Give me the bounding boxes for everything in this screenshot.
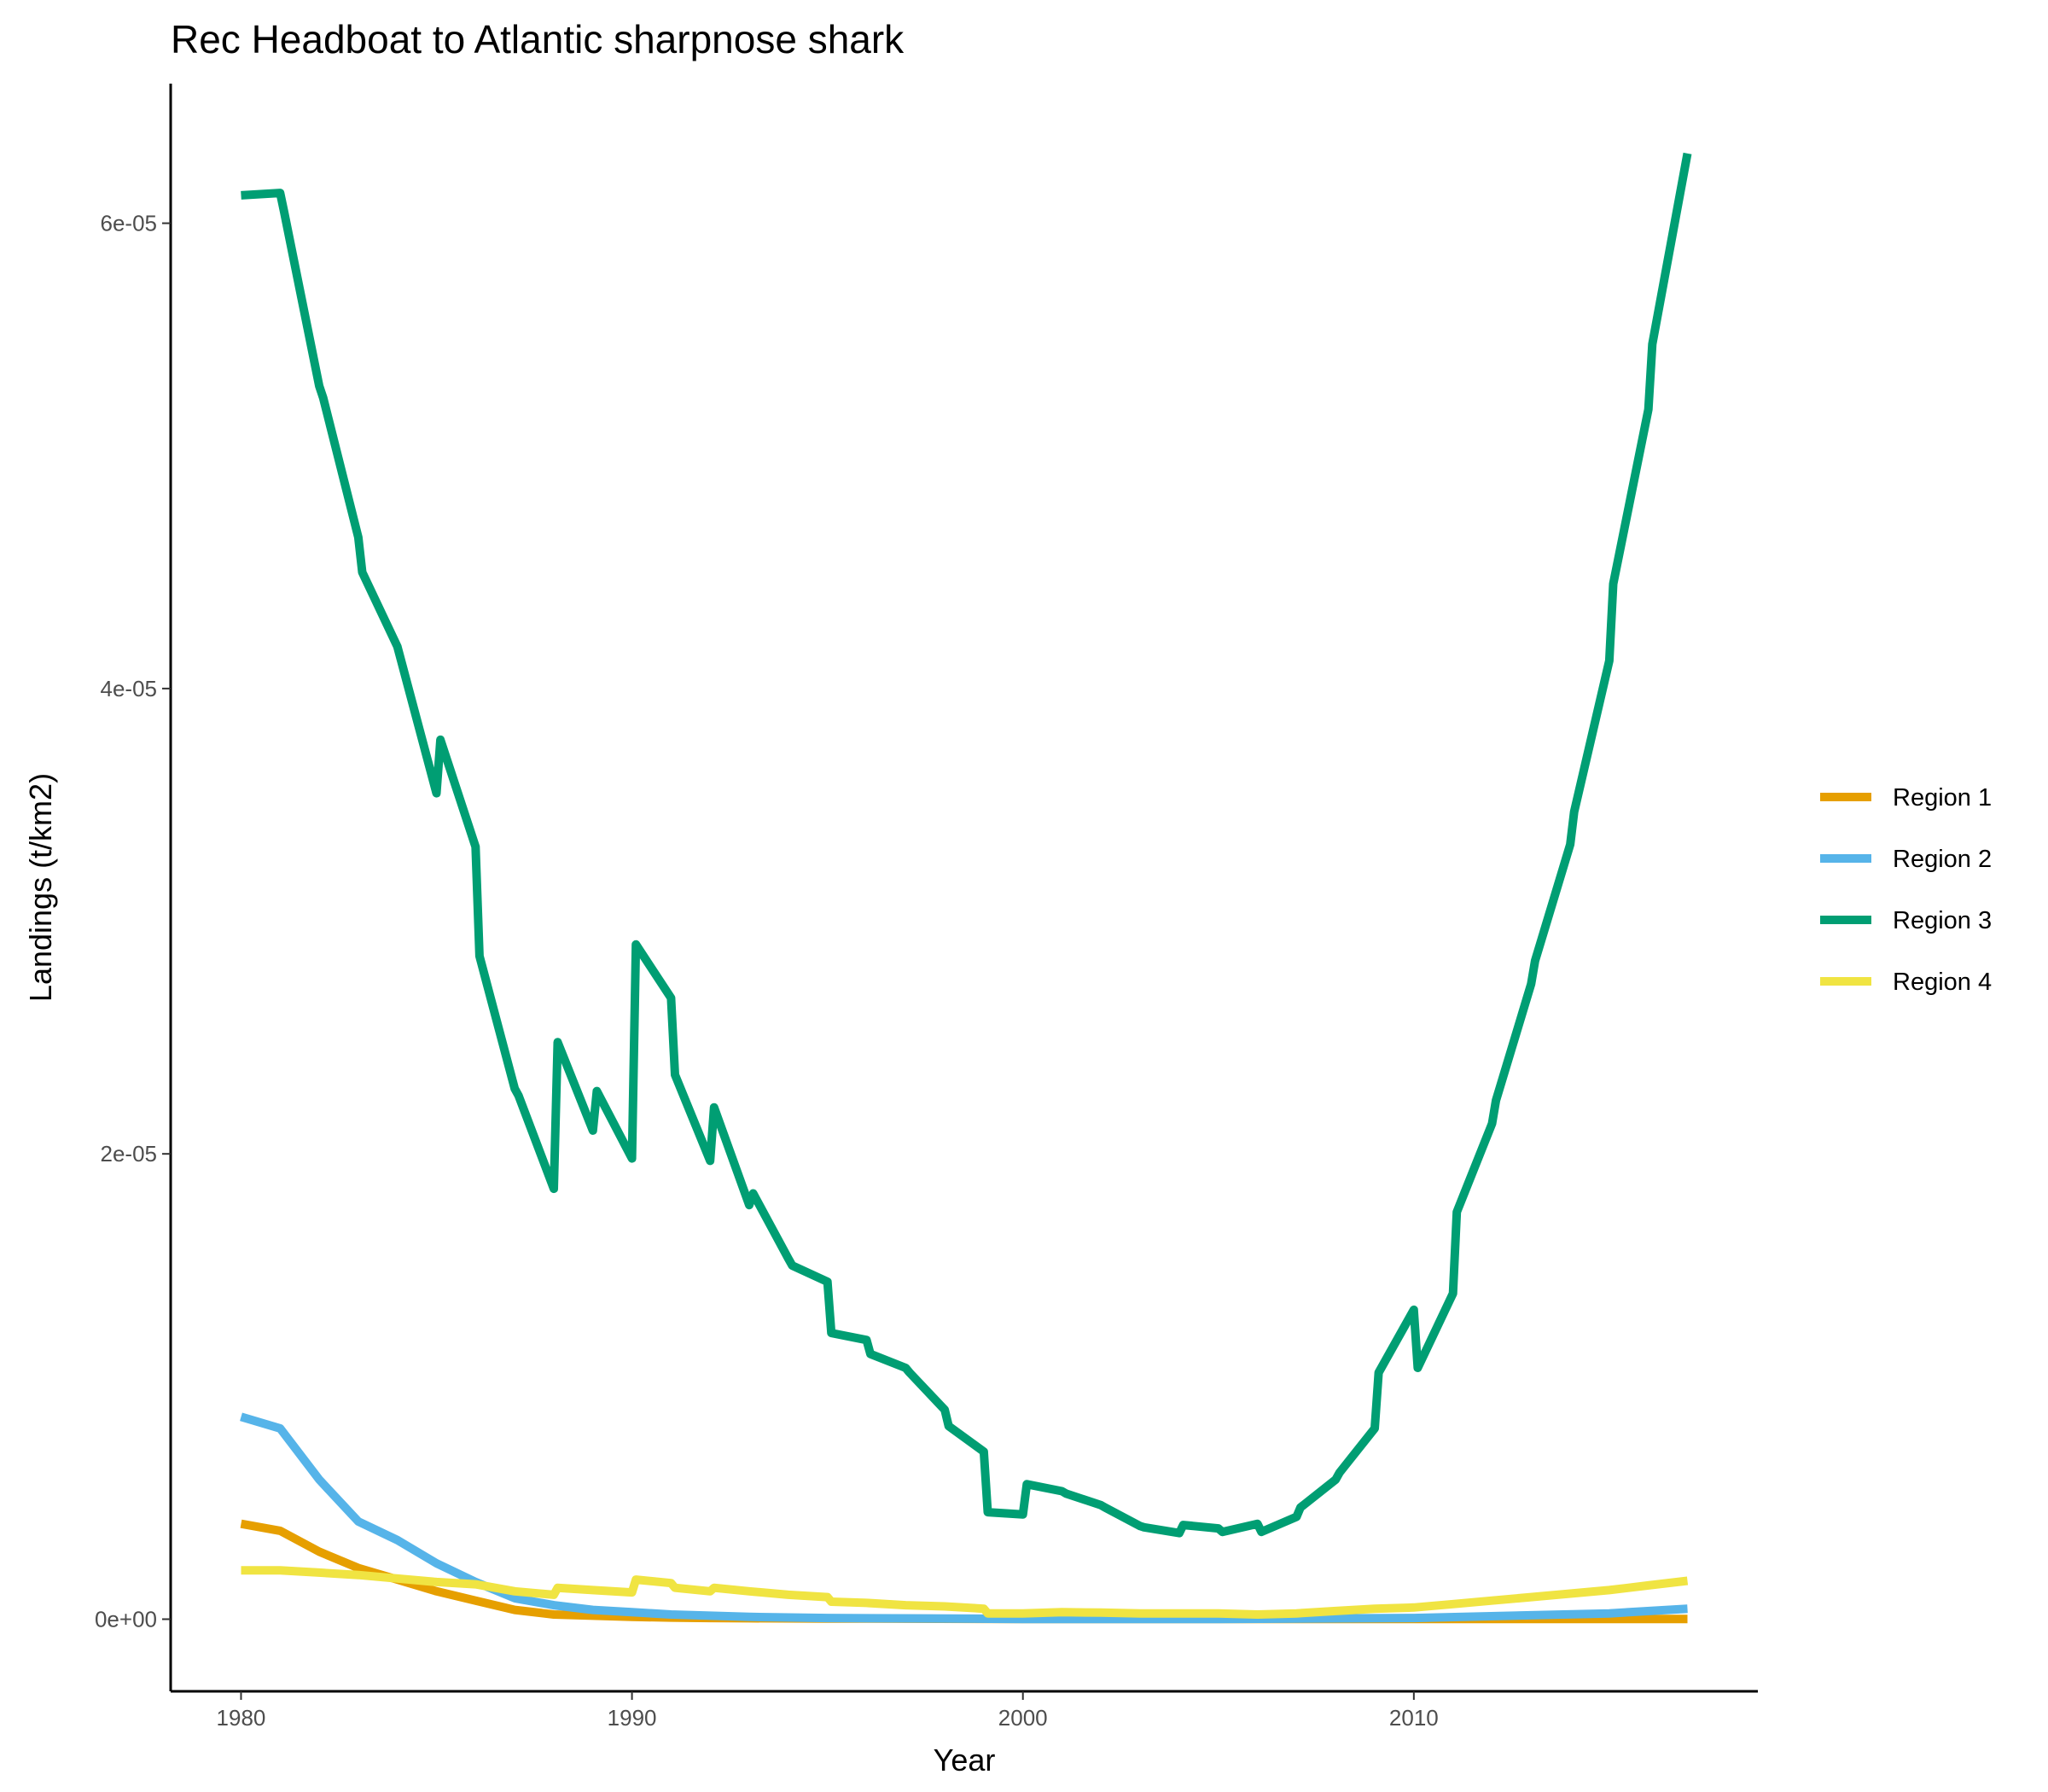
legend-label-region-4: Region 4 (1893, 969, 1992, 996)
x-tick-label: 1980 (217, 1705, 266, 1731)
legend-item-region-1: Region 1 (1820, 784, 1992, 812)
y-tick-label: 4e-05 (101, 676, 158, 701)
y-tick-label: 2e-05 (101, 1141, 158, 1167)
x-axis-title: Year (934, 1743, 996, 1777)
legend-label-region-3: Region 3 (1893, 907, 1992, 934)
legend-item-region-2: Region 2 (1820, 846, 1992, 873)
series-line-region-3 (241, 152, 1692, 1538)
x-tick-label: 2010 (1389, 1705, 1439, 1731)
legend-label-region-2: Region 2 (1893, 846, 1992, 873)
y-tick-label: 0e+00 (95, 1606, 157, 1632)
x-tick-label: 2000 (998, 1705, 1048, 1731)
y-axis-ticks: 0e+00 2e-05 4e-05 6e-05 (95, 211, 171, 1632)
legend: Region 1 Region 2 Region 3 Region 4 (1820, 784, 1992, 996)
y-tick-label: 6e-05 (101, 211, 158, 236)
series-line-region-4 (241, 1566, 1689, 1619)
series-layer (240, 152, 1692, 1624)
y-axis-title: Landings (t/km2) (23, 773, 58, 1002)
legend-item-region-3: Region 3 (1820, 907, 1992, 934)
legend-item-region-4: Region 4 (1820, 969, 1992, 996)
chart-title: Rec Headboat to Atlantic sharpnose shark (171, 17, 905, 61)
legend-label-region-1: Region 1 (1893, 784, 1992, 812)
series-line-region-2 (240, 1412, 1688, 1624)
x-axis-ticks: 1980 1990 2000 2010 (217, 1691, 1439, 1731)
x-tick-label: 1990 (608, 1705, 657, 1731)
